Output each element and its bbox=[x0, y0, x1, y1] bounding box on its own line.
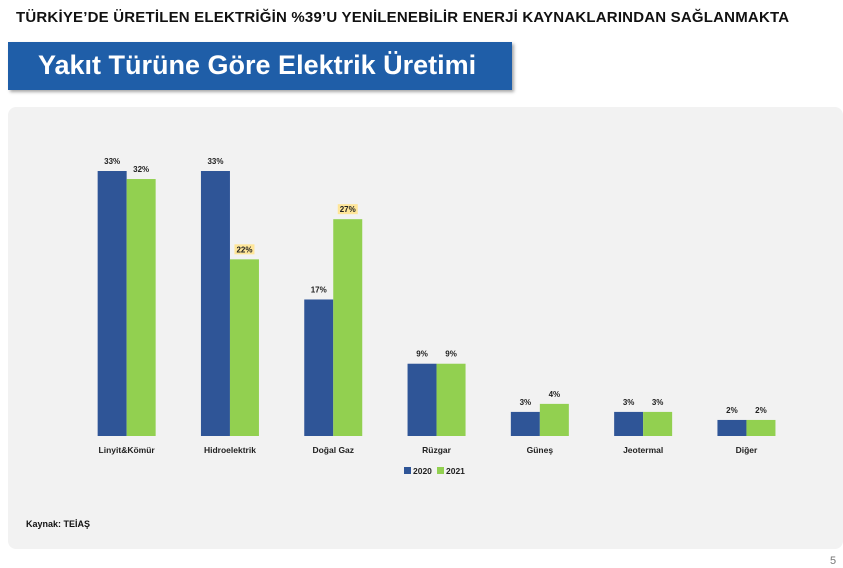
data-label-2020-7: 2% bbox=[726, 406, 738, 415]
category-label-2: Hidroelektrik bbox=[204, 445, 256, 455]
data-label-2021-1: 32% bbox=[133, 165, 149, 174]
bar-2020-2 bbox=[200, 171, 230, 436]
source-note: Kaynak: TEİAŞ bbox=[26, 519, 91, 529]
bar-2020-7 bbox=[717, 419, 747, 436]
bar-2020-6 bbox=[614, 411, 644, 436]
bar-2021-1 bbox=[126, 179, 156, 436]
data-label-2020-1: 33% bbox=[104, 157, 120, 166]
data-label-2021-7: 2% bbox=[755, 406, 767, 415]
data-label-2020-5: 3% bbox=[520, 398, 532, 407]
data-label-2020-4: 9% bbox=[416, 350, 428, 359]
slide-title: Yakıt Türüne Göre Elektrik Üretimi bbox=[38, 50, 477, 80]
bar-2021-7 bbox=[746, 419, 776, 436]
bar-2021-6 bbox=[643, 411, 673, 436]
bar-2020-5 bbox=[510, 411, 540, 436]
category-label-7: Diğer bbox=[736, 445, 758, 455]
category-label-3: Doğal Gaz bbox=[312, 445, 354, 455]
data-label-highlight-2021-3 bbox=[337, 204, 358, 215]
bar-2021-5 bbox=[539, 403, 569, 436]
bar-2020-1 bbox=[97, 171, 127, 436]
category-label-4: Rüzgar bbox=[422, 445, 452, 455]
data-label-highlight-2021-2 bbox=[234, 244, 255, 255]
slide-title-band: Yakıt Türüne Göre Elektrik Üretimi bbox=[8, 42, 512, 90]
category-label-1: Linyit&Kömür bbox=[99, 445, 156, 455]
bar-2020-3 bbox=[304, 299, 334, 436]
data-label-2021-5: 4% bbox=[549, 390, 561, 399]
data-label-2021-4: 9% bbox=[445, 350, 457, 359]
data-label-2020-3: 17% bbox=[311, 285, 327, 294]
data-label-2021-2: 22% bbox=[236, 245, 252, 254]
legend-label-2020: 2020 bbox=[413, 466, 432, 476]
category-label-5: Güneş bbox=[527, 445, 554, 455]
bar-2020-4 bbox=[407, 363, 437, 436]
bar-2021-4 bbox=[436, 363, 466, 436]
data-label-2020-2: 33% bbox=[207, 157, 223, 166]
legend-swatch-2021 bbox=[437, 467, 444, 474]
legend-label-2021: 2021 bbox=[446, 466, 465, 476]
bar-2021-3 bbox=[333, 219, 363, 436]
data-label-2021-3: 27% bbox=[340, 205, 356, 214]
legend-swatch-2020 bbox=[404, 467, 411, 474]
data-label-2021-6: 3% bbox=[652, 398, 664, 407]
data-label-2020-6: 3% bbox=[623, 398, 635, 407]
category-label-6: Jeotermal bbox=[623, 445, 663, 455]
slide-headline: TÜRKİYE’DE ÜRETİLEN ELEKTRİĞİN %39’U YEN… bbox=[16, 9, 790, 26]
bar-2021-2 bbox=[229, 259, 259, 436]
page-number: 5 bbox=[830, 555, 837, 567]
